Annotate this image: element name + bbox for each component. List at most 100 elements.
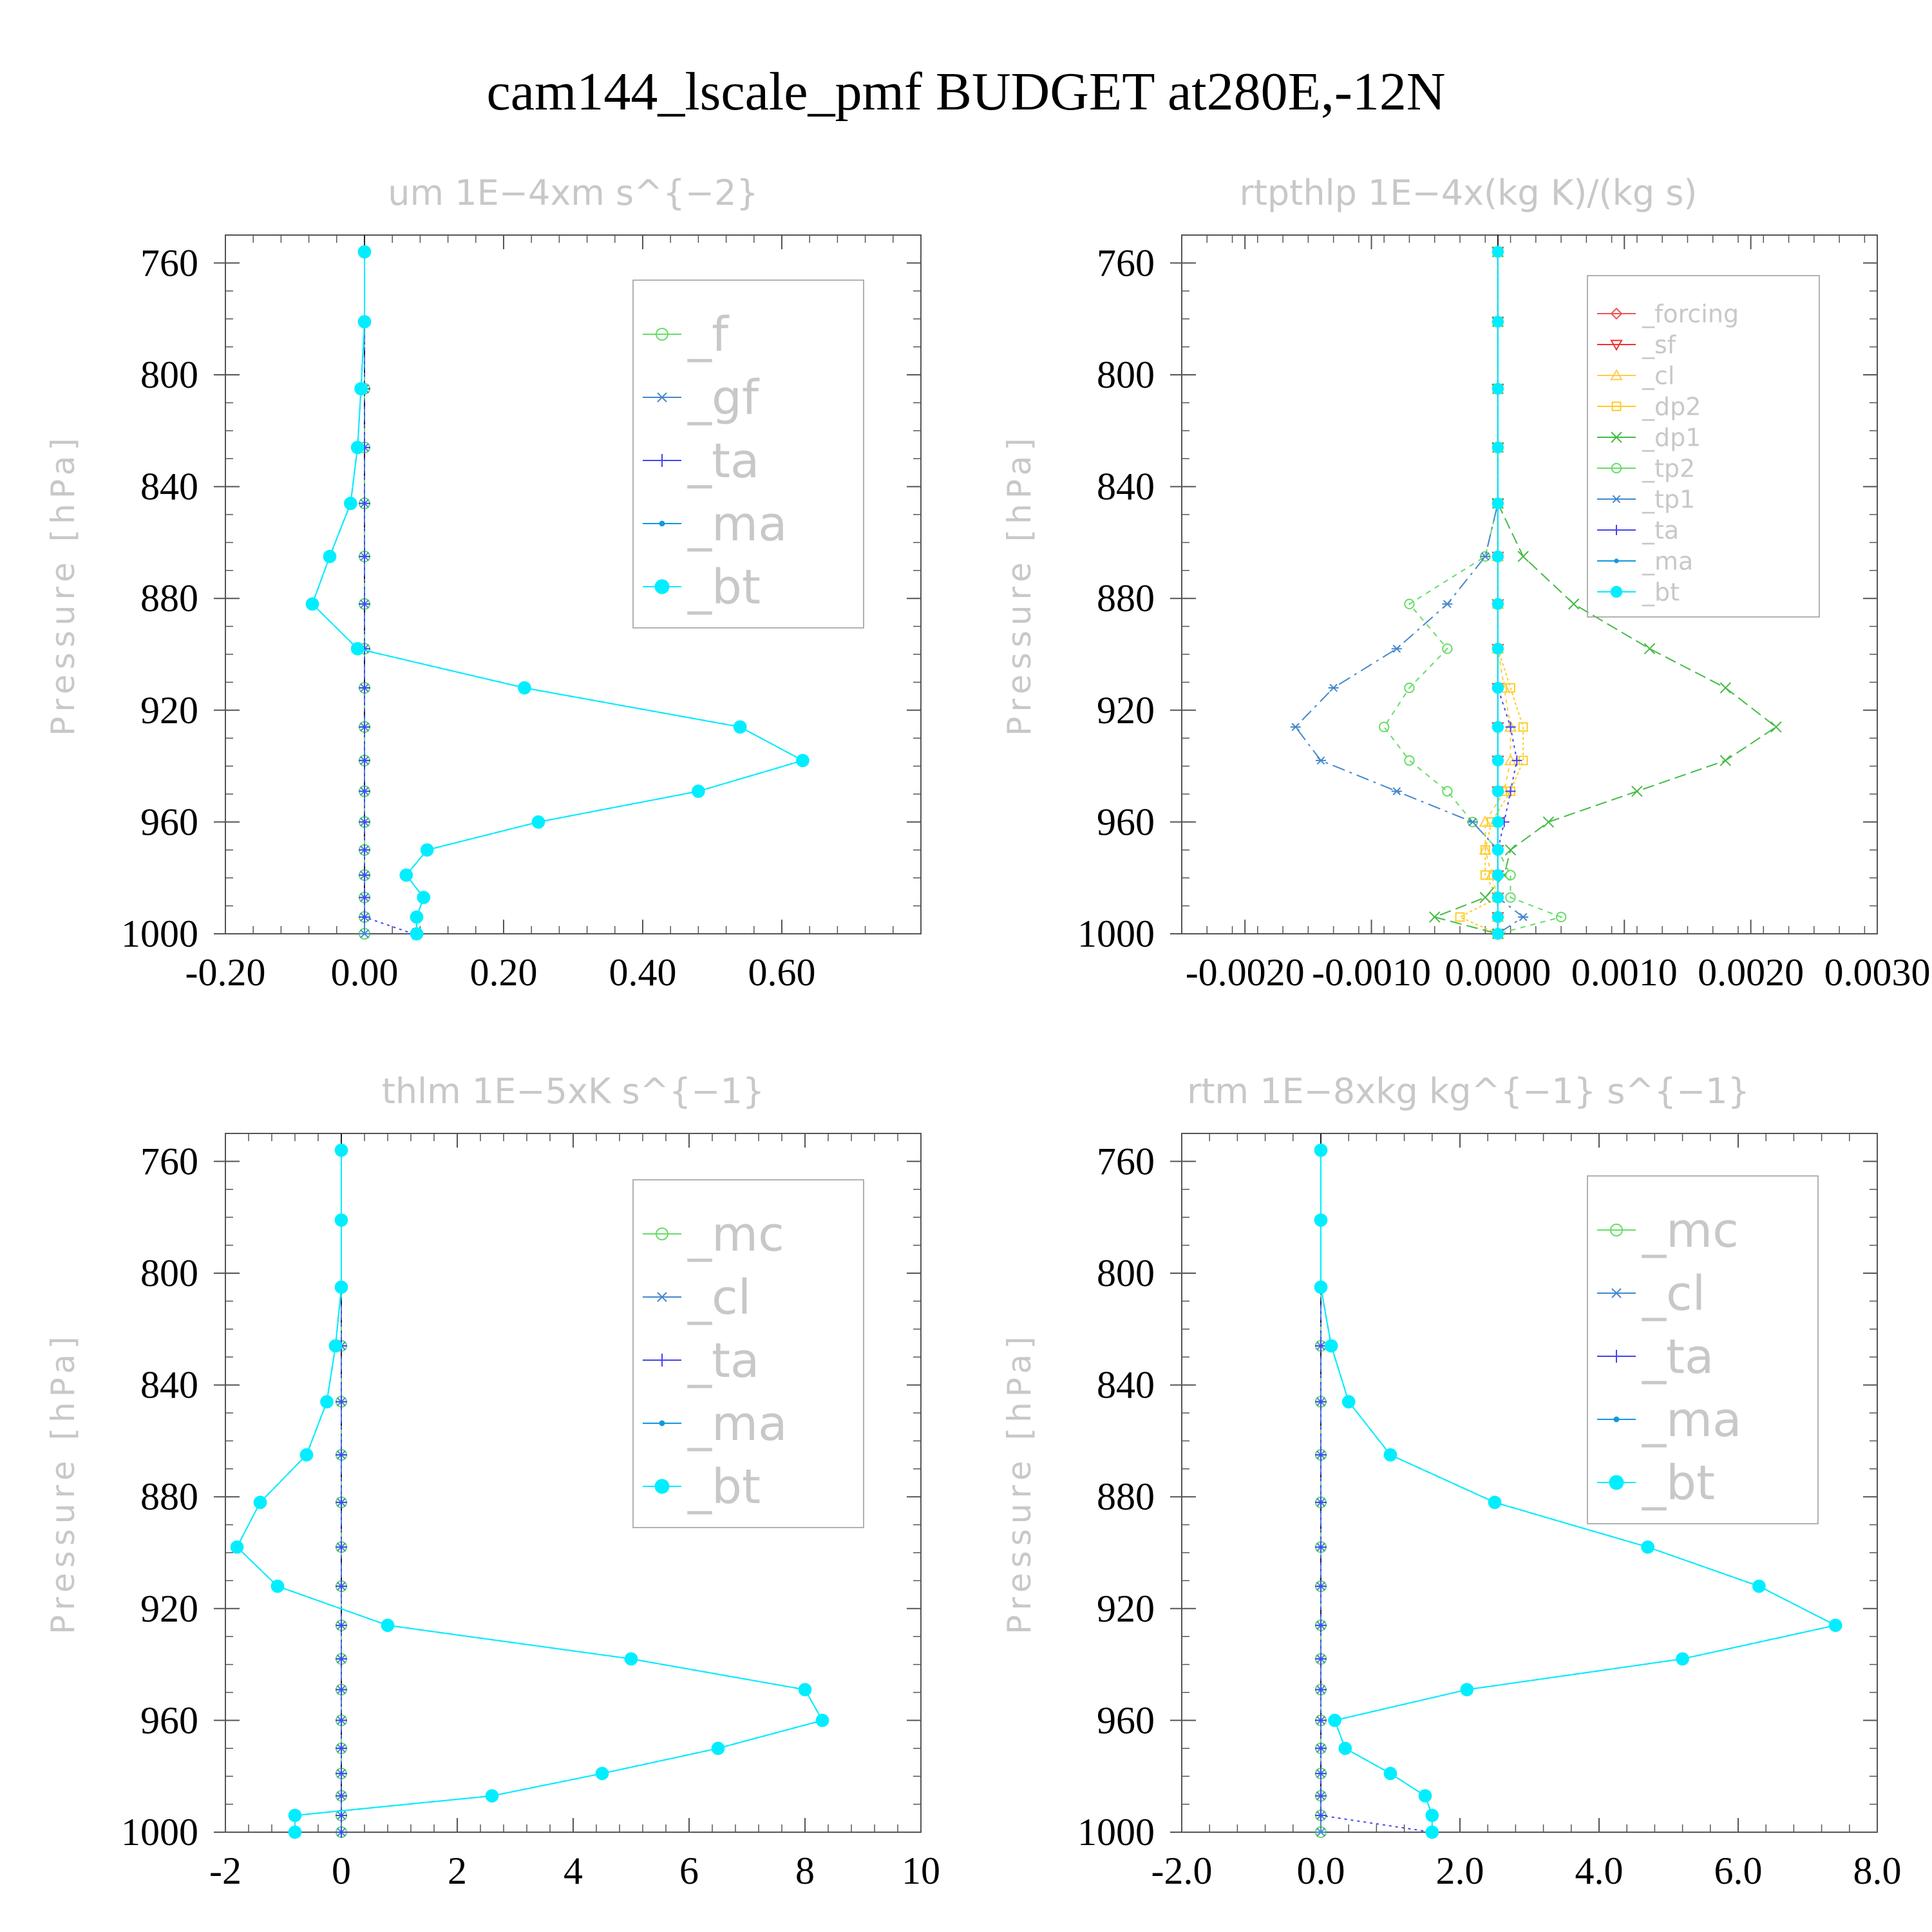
panel-title: thlm 1E−5xK s^{−1} — [382, 1071, 764, 1112]
y-tick-label: 880 — [140, 1475, 198, 1518]
y-tick-label: 880 — [1097, 1475, 1155, 1518]
x-tick-label: 8 — [795, 1850, 815, 1892]
data-point — [354, 382, 368, 396]
data-point — [1442, 786, 1453, 797]
legend-marker — [1610, 1224, 1623, 1236]
panel-title: rtm 1E−8xkg kg^{−1} s^{−1} — [1187, 1071, 1750, 1112]
legend-label: _ta — [687, 433, 759, 489]
data-point — [1480, 845, 1490, 855]
series-line — [1497, 252, 1518, 934]
data-point — [1492, 869, 1504, 882]
data-point — [1404, 755, 1415, 766]
data-point — [624, 1652, 638, 1666]
x-tick-label: 0.0010 — [1571, 951, 1678, 994]
legend-marker — [1611, 401, 1622, 412]
legend-marker — [1610, 1288, 1623, 1298]
legend-marker — [654, 1479, 670, 1494]
y-tick-label: 960 — [140, 1699, 198, 1741]
y-tick-label: 760 — [1097, 242, 1155, 284]
data-point — [1418, 1789, 1432, 1803]
data-point — [350, 641, 365, 656]
legend-marker — [1610, 339, 1623, 352]
legend-label: _dp1 — [1642, 423, 1701, 451]
data-point — [334, 1143, 348, 1157]
data-point — [1492, 721, 1504, 734]
data-point — [410, 927, 424, 941]
data-point — [595, 1766, 609, 1781]
series-line — [1320, 1150, 1838, 1832]
data-point — [1315, 1683, 1327, 1696]
data-point — [336, 1683, 347, 1696]
data-point — [815, 1714, 829, 1727]
data-point — [1315, 1580, 1327, 1593]
data-point — [288, 1808, 302, 1823]
x-tick-label: 2 — [448, 1850, 467, 1892]
data-point — [1460, 1683, 1474, 1697]
y-axis-label: Pressure [hPa] — [1001, 1331, 1038, 1634]
legend-label: _f — [687, 307, 730, 363]
data-point — [1492, 844, 1504, 857]
data-point — [733, 720, 747, 734]
data-point — [336, 1767, 347, 1779]
y-tick-label: 800 — [1097, 354, 1155, 396]
x-tick-label: 6.0 — [1714, 1850, 1763, 1892]
legend-marker — [1610, 307, 1623, 320]
data-point — [1316, 756, 1326, 765]
data-point — [336, 1449, 347, 1461]
x-tick-label: 8.0 — [1853, 1850, 1902, 1892]
y-tick-label: 840 — [140, 1364, 198, 1406]
y-tick-label: 1000 — [121, 1811, 198, 1853]
y-tick-label: 1000 — [121, 913, 198, 955]
x-tick-label: 0.0030 — [1824, 951, 1931, 994]
data-point — [1315, 1790, 1327, 1802]
data-point — [336, 1396, 347, 1408]
data-point — [336, 1619, 347, 1631]
data-point — [1488, 1495, 1502, 1510]
data-point — [1315, 1541, 1327, 1553]
y-tick-label: 760 — [140, 242, 198, 284]
legend-label: _ma — [1642, 547, 1693, 575]
y-tick-label: 880 — [140, 577, 198, 620]
data-point — [1518, 913, 1529, 922]
data-point — [1517, 551, 1529, 562]
x-tick-label: -0.0010 — [1312, 951, 1431, 994]
y-tick-label: 800 — [1097, 1252, 1155, 1294]
data-point — [336, 1714, 347, 1727]
data-point — [1492, 785, 1504, 797]
series-line — [1320, 1150, 1838, 1832]
data-point — [253, 1495, 267, 1510]
data-point — [796, 753, 810, 768]
y-tick-label: 800 — [140, 354, 198, 396]
data-point — [1425, 1808, 1439, 1823]
data-point — [323, 549, 337, 564]
legend-marker — [659, 1420, 665, 1426]
data-point — [1314, 1143, 1328, 1157]
data-point — [359, 551, 370, 563]
data-point — [1492, 441, 1504, 454]
data-point — [1492, 598, 1504, 611]
data-point — [1492, 497, 1504, 509]
data-point — [320, 1395, 334, 1408]
x-tick-label: 10 — [902, 1850, 940, 1892]
x-tick-label: 0 — [332, 1850, 351, 1892]
legend-label: _ma — [687, 1396, 787, 1452]
y-tick-label: 840 — [140, 466, 198, 508]
data-point — [359, 598, 370, 610]
legend-marker — [1614, 558, 1619, 564]
x-tick-label: 4 — [564, 1850, 583, 1892]
data-point — [711, 1741, 725, 1756]
data-point — [334, 1280, 348, 1294]
data-point — [359, 929, 370, 939]
data-point — [1568, 598, 1580, 610]
y-axis-label: Pressure [hPa] — [44, 433, 82, 736]
data-point — [1506, 683, 1515, 693]
legend-marker — [1610, 368, 1623, 381]
legend-label: _cl — [1642, 361, 1674, 390]
data-point — [1455, 912, 1465, 922]
data-point — [1828, 1618, 1842, 1633]
data-point — [1480, 552, 1491, 561]
plot-frame — [1181, 1133, 1878, 1833]
data-point — [1492, 911, 1504, 923]
data-point — [1314, 1280, 1328, 1294]
plot-frame — [1181, 234, 1878, 934]
